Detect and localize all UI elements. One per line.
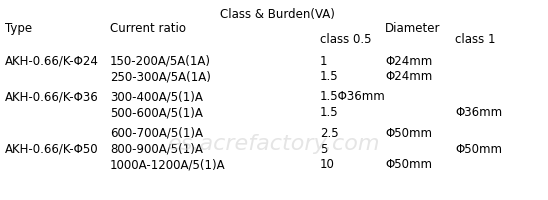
Text: 150-200A/5A(1A): 150-200A/5A(1A) bbox=[110, 55, 211, 68]
Text: 10: 10 bbox=[320, 158, 335, 171]
Text: AKH-0.66/K-Φ24: AKH-0.66/K-Φ24 bbox=[5, 55, 99, 68]
Text: 600-700A/5(1)A: 600-700A/5(1)A bbox=[110, 127, 203, 140]
Text: Φ36mm: Φ36mm bbox=[455, 106, 502, 119]
Text: Class & Burden(VA): Class & Burden(VA) bbox=[220, 8, 335, 21]
Text: 2.5: 2.5 bbox=[320, 127, 339, 140]
Text: AKH-0.66/K-Φ36: AKH-0.66/K-Φ36 bbox=[5, 90, 99, 103]
Text: 1000A-1200A/5(1)A: 1000A-1200A/5(1)A bbox=[110, 158, 226, 171]
Text: class 1: class 1 bbox=[455, 33, 495, 46]
Text: Φ50mm: Φ50mm bbox=[385, 127, 432, 140]
Text: 1.5Φ36mm: 1.5Φ36mm bbox=[320, 90, 386, 103]
Text: 250-300A/5A(1A): 250-300A/5A(1A) bbox=[110, 70, 211, 83]
Text: Type: Type bbox=[5, 22, 32, 35]
Text: 1.5: 1.5 bbox=[320, 106, 339, 119]
Text: Diameter: Diameter bbox=[385, 22, 441, 35]
Text: 300-400A/5(1)A: 300-400A/5(1)A bbox=[110, 90, 203, 103]
Text: 1.5: 1.5 bbox=[320, 70, 339, 83]
Text: Current ratio: Current ratio bbox=[110, 22, 186, 35]
Text: 800-900A/5(1)A: 800-900A/5(1)A bbox=[110, 143, 203, 156]
Text: 1: 1 bbox=[320, 55, 328, 68]
Text: 500-600A/5(1)A: 500-600A/5(1)A bbox=[110, 106, 203, 119]
Text: Φ50mm: Φ50mm bbox=[385, 158, 432, 171]
Text: 5: 5 bbox=[320, 143, 327, 156]
Text: Φ50mm: Φ50mm bbox=[455, 143, 502, 156]
Text: class 0.5: class 0.5 bbox=[320, 33, 372, 46]
Text: Φ24mm: Φ24mm bbox=[385, 70, 432, 83]
Text: Φ24mm: Φ24mm bbox=[385, 55, 432, 68]
Text: AKH-0.66/K-Φ50: AKH-0.66/K-Φ50 bbox=[5, 143, 99, 156]
Text: es.acrefactory.com: es.acrefactory.com bbox=[168, 134, 380, 154]
